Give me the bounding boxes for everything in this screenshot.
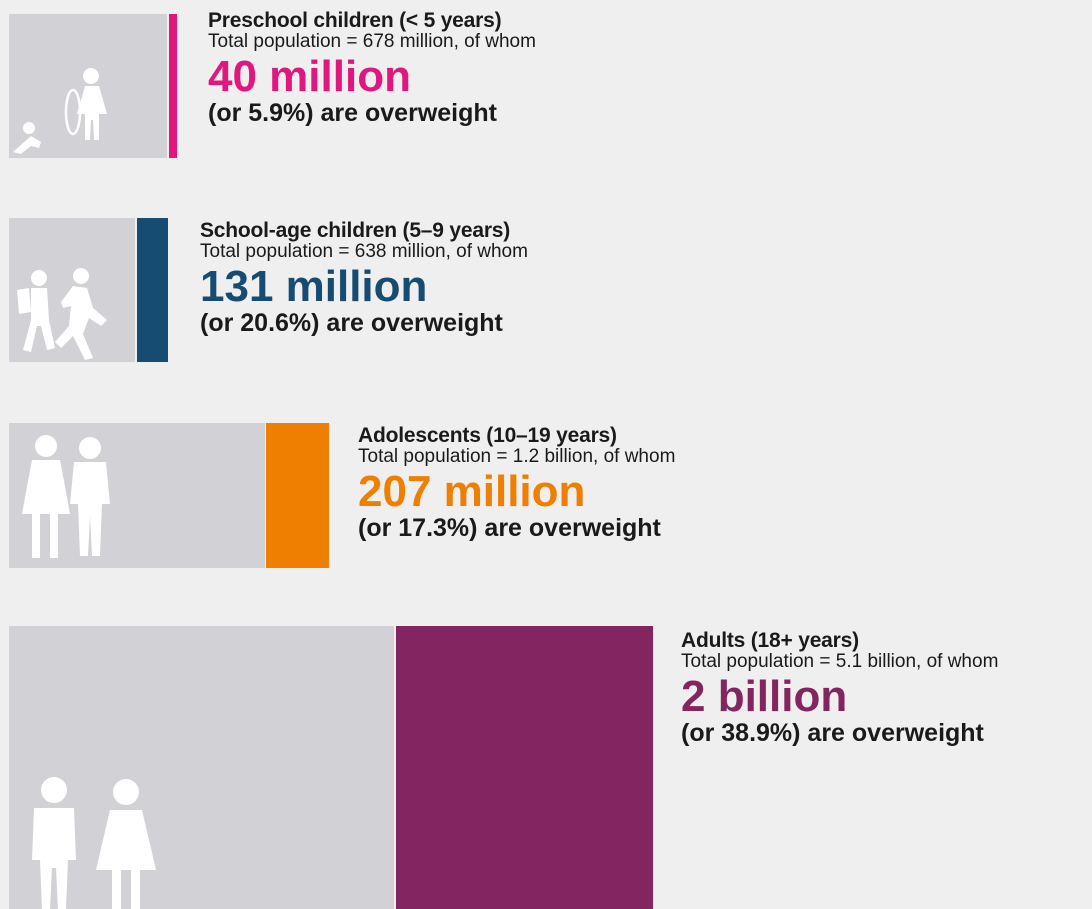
total-population-square — [9, 626, 394, 909]
group-label: Preschool children (< 5 years) — [208, 9, 502, 32]
overweight-value: 131 million — [200, 262, 428, 311]
overweight-share: (or 17.3%) are overweight — [358, 514, 661, 542]
total-population-text: Total population = 678 million, of whom — [208, 31, 536, 52]
two-adults-icon — [32, 777, 156, 909]
two-adolescents-icon — [22, 435, 110, 558]
overweight-share: (or 38.9%) are overweight — [681, 719, 984, 747]
overweight-bar — [266, 423, 329, 568]
total-population-text: Total population = 5.1 billion, of whom — [681, 651, 999, 672]
overweight-share: (or 20.6%) are overweight — [200, 309, 503, 337]
group-label: Adolescents (10–19 years) — [358, 424, 617, 447]
running-children-icon — [17, 268, 107, 360]
overweight-value: 2 billion — [681, 672, 848, 721]
overweight-value: 40 million — [208, 52, 411, 101]
overweight-value: 207 million — [358, 467, 586, 516]
group-label: Adults (18+ years) — [681, 629, 859, 652]
overweight-bar — [169, 14, 177, 158]
total-population-text: Total population = 1.2 billion, of whom — [358, 446, 676, 467]
total-population-text: Total population = 638 million, of whom — [200, 241, 528, 262]
overweight-bar — [137, 218, 168, 362]
overweight-share: (or 5.9%) are overweight — [208, 99, 497, 127]
group-label: School-age children (5–9 years) — [200, 219, 511, 242]
overweight-bar — [396, 626, 653, 909]
toddler-and-girl-with-hoop-icon — [13, 68, 107, 154]
